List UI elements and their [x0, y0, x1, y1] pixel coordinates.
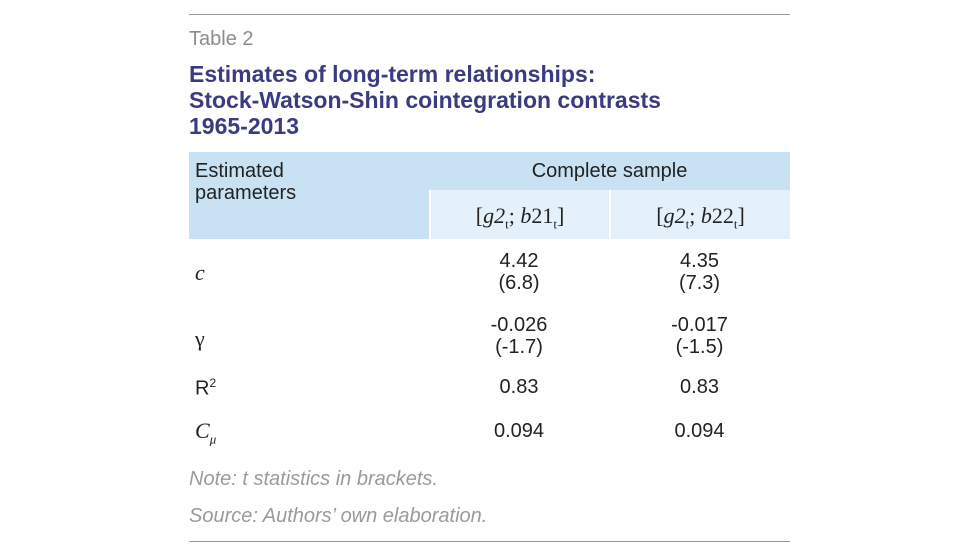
estimate: -0.017	[671, 314, 728, 336]
top-rule	[189, 14, 790, 15]
col2-var1: g2	[663, 203, 686, 228]
t-statistic: (7.3)	[678, 272, 721, 294]
estimate: 0.83	[499, 376, 539, 398]
col2-close-bracket: ]	[737, 203, 745, 228]
col1-separator: ;	[508, 203, 521, 228]
table-label: Table 2	[189, 28, 254, 50]
cell-c-mu-col2: 0.094	[609, 420, 790, 442]
estimate: 0.094	[674, 420, 725, 442]
title-line-2: Stock-Watson-Shin cointegration contrast…	[189, 87, 661, 113]
col2-open-bracket: [	[656, 203, 664, 228]
col2-sub1: t	[685, 216, 690, 232]
col2-sub2: t	[733, 216, 738, 232]
row-label-header-line-1: Estimated	[195, 160, 284, 182]
cell-c-col1: 4.42 (6.8)	[429, 250, 609, 294]
col1-var1: g2	[483, 203, 506, 228]
col1-open-bracket: [	[475, 203, 484, 228]
bottom-rule	[189, 541, 790, 542]
c-label: C	[195, 418, 210, 443]
t-statistic: (6.8)	[498, 272, 540, 294]
estimate: 4.35	[680, 250, 719, 272]
col2-num2: 22	[711, 203, 734, 228]
column-header-1: [g2t; b21t]	[429, 190, 609, 239]
mu-subscript: μ	[209, 431, 217, 447]
cell-gamma-col2: -0.017 (-1.5)	[609, 314, 790, 358]
col1-sub1: t	[505, 216, 509, 232]
table-header: Estimated parameters Complete sample [g2…	[189, 152, 790, 239]
col1-num2: 21	[531, 203, 554, 228]
t-statistic: (-1.7)	[495, 336, 543, 358]
table-source: Source: Authors’ own elaboration.	[189, 505, 488, 527]
r-superscript: 2	[209, 376, 217, 390]
row-label-c: c	[195, 260, 205, 285]
estimate: -0.026	[490, 314, 548, 336]
estimate: 4.42	[499, 250, 539, 272]
col2-var2: b	[700, 203, 712, 228]
t-statistic: (-1.5)	[675, 336, 724, 358]
estimates-table: Estimated parameters Complete sample [g2…	[189, 152, 790, 446]
col1-var2: b	[520, 203, 532, 228]
title-line-3: 1965-2013	[189, 113, 299, 139]
row-label-header: Estimated parameters	[189, 152, 429, 239]
col1-sub2: t	[553, 216, 557, 232]
col2-separator: ;	[689, 203, 701, 228]
table-note: Note: t statistics in brackets.	[189, 468, 438, 490]
r-label: R	[195, 377, 210, 400]
estimate: 0.094	[493, 420, 545, 442]
cell-gamma-col1: -0.026 (-1.7)	[429, 314, 609, 358]
cell-c-col2: 4.35 (7.3)	[609, 250, 790, 294]
group-header-complete-sample: Complete sample	[429, 152, 790, 190]
estimate: 0.83	[680, 376, 719, 398]
cell-r-squared-col2: 0.83	[609, 376, 790, 398]
row-label-c-mu: Cμ	[195, 418, 216, 447]
column-header-2: [g2t; b22t]	[609, 190, 790, 239]
row-label-r-squared: R2	[195, 376, 216, 401]
cell-r-squared-col1: 0.83	[429, 376, 609, 398]
col1-close-bracket: ]	[556, 203, 565, 228]
table-title: Estimates of long-term relationships: St…	[189, 61, 789, 139]
cell-c-mu-col1: 0.094	[429, 420, 609, 442]
row-label-header-line-2: parameters	[195, 182, 297, 204]
row-label-gamma: γ	[195, 326, 205, 351]
title-line-1: Estimates of long-term relationships:	[189, 61, 596, 87]
